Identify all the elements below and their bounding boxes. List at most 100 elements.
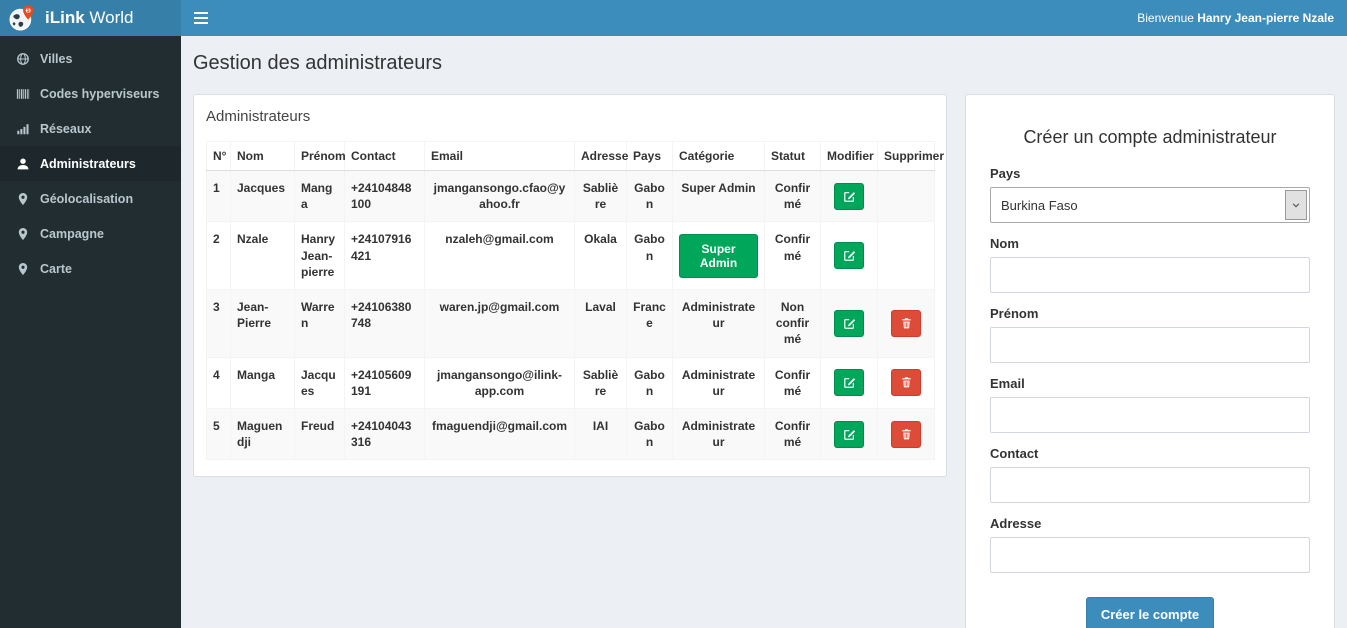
table-header-row: N° Nom Prénom Contact Email Adresse Pays Catégo… <box>206 141 944 171</box>
cell-email: jmangansongo@ilink-app.com <box>424 356 575 409</box>
prenom-label: Prénom <box>990 306 1039 321</box>
edit-button[interactable] <box>834 309 864 337</box>
sidebar-item-label: Réseaux <box>40 121 92 136</box>
column-header: Adresse <box>574 141 628 171</box>
email-field[interactable] <box>990 397 1310 433</box>
sidebar-item-label: Codes hyperviseurs <box>40 86 160 101</box>
cell-contact: +24104848100 <box>344 169 425 223</box>
cell-nom: Manga <box>230 356 295 409</box>
cell-categorie: Administrateur <box>672 288 765 358</box>
table-row: 1 Jacques Manga +24104848100 jmangansongo.cf… <box>206 169 935 223</box>
cell-supprimer <box>877 407 935 461</box>
map-marker-icon <box>15 191 30 206</box>
edit-button[interactable] <box>834 242 864 270</box>
column-header: Pays <box>626 141 673 171</box>
cell-numero: 5 <box>206 407 231 461</box>
edit-button[interactable] <box>834 369 864 397</box>
delete-button[interactable] <box>891 369 921 397</box>
cell-adresse: Sablière <box>574 356 627 409</box>
cell-pays: Gabon <box>626 169 673 223</box>
sidebar-item-carte[interactable]: Carte <box>0 251 181 286</box>
column-header: Supprimer <box>877 141 944 171</box>
edit-icon <box>843 317 856 330</box>
create-admin-form-title: Créer un compte administrateur <box>1023 127 1277 147</box>
map-marker-icon <box>15 226 30 241</box>
trash-icon <box>900 376 913 389</box>
cell-supprimer <box>877 288 935 358</box>
trash-icon <box>900 428 913 441</box>
edit-icon <box>843 249 856 262</box>
navbar: Bienvenue Hanry Jean-pierre Nzale <box>181 0 1347 36</box>
svg-text:$: $ <box>27 8 30 14</box>
cell-pays: Gabon <box>626 356 673 409</box>
column-header: Catégorie <box>672 141 765 171</box>
cell-numero: 3 <box>206 288 231 358</box>
sidebar-item-codes-hyperviseurs[interactable]: Codes hyperviseurs <box>0 76 181 111</box>
create-account-button[interactable]: Créer le compte <box>1085 597 1215 628</box>
sidebar-item-villes[interactable]: Villes <box>0 41 181 76</box>
cell-adresse: Laval <box>574 288 627 358</box>
sidebar-item-campagne[interactable]: Campagne <box>0 216 181 251</box>
sidebar-item-geolocalisation[interactable]: Géolocalisation <box>0 181 181 216</box>
sidebar-toggle-menu-icon[interactable] <box>194 12 208 24</box>
cell-pays: Gabon <box>626 407 673 461</box>
contact-field[interactable] <box>990 467 1310 503</box>
signal-icon <box>15 121 30 136</box>
trash-icon <box>900 317 913 330</box>
cell-prenom: Warren <box>294 288 345 358</box>
cell-modifier <box>820 288 878 358</box>
map-marker-icon <box>15 261 30 276</box>
pays-select[interactable]: Burkina Faso <box>990 187 1310 223</box>
cell-email: jmangansongo.cfao@yahoo.fr <box>424 169 575 223</box>
form-fields: Nom Prénom Email Contact Adresse <box>990 236 1310 573</box>
cell-categorie: Administrateur <box>672 356 765 409</box>
cell-categorie: Super Admin <box>672 169 765 223</box>
table-row: 4 Manga Jacques +24105609191 jmangansongo@il… <box>206 356 935 409</box>
cell-contact: +24106380748 <box>344 288 425 358</box>
adresse-field[interactable] <box>990 537 1310 573</box>
cell-numero: 2 <box>206 221 231 290</box>
column-header: Contact <box>344 141 425 171</box>
cell-statut: Confirmé <box>764 169 821 223</box>
super-admin-badge-button[interactable]: Super Admin <box>679 233 758 278</box>
cell-adresse: IAI <box>574 407 627 461</box>
pays-selected-value: Burkina Faso <box>1001 197 1078 213</box>
brand-title: iLink World <box>45 8 134 27</box>
edit-button[interactable] <box>834 420 864 448</box>
sidebar-item-administrateurs[interactable]: Administrateurs <box>0 146 181 181</box>
edit-button[interactable] <box>834 182 864 210</box>
user-icon <box>15 156 30 171</box>
prenom-field[interactable] <box>990 327 1310 363</box>
chevron-down-icon <box>1285 190 1307 220</box>
cell-contact: +24105609191 <box>344 356 425 409</box>
cell-statut: Non confirmé <box>764 288 821 358</box>
edit-icon <box>843 376 856 389</box>
cell-supprimer <box>877 221 935 290</box>
table-row: 3 Jean-Pierre Warren +24106380748 waren.jp@g… <box>206 288 935 358</box>
column-header: N° <box>206 141 231 171</box>
sidebar-item-label: Administrateurs <box>40 156 136 171</box>
delete-button[interactable] <box>891 420 921 448</box>
column-header: Prénom <box>294 141 346 171</box>
cell-adresse: Sablière <box>574 169 627 223</box>
sidebar: Villes Codes hyperviseurs Réseaux Administr… <box>0 36 181 628</box>
cell-pays: Gabon <box>626 221 673 290</box>
cell-prenom: Manga <box>294 169 345 223</box>
delete-button[interactable] <box>891 309 921 337</box>
sidebar-item-reseaux[interactable]: Réseaux <box>0 111 181 146</box>
cell-numero: 4 <box>206 356 231 409</box>
cell-prenom: Jacques <box>294 356 345 409</box>
welcome-message: Bienvenue Hanry Jean-pierre Nzale <box>1137 11 1334 25</box>
nom-field[interactable] <box>990 257 1310 293</box>
column-header: Nom <box>230 141 295 171</box>
sidebar-menu: Villes Codes hyperviseurs Réseaux Administr… <box>0 41 181 286</box>
pays-label: Pays <box>990 166 1021 181</box>
brand-logo-area[interactable]: $ iLink World <box>0 0 181 36</box>
administrators-panel: Administrateurs N° Nom Prénom Contact Email A… <box>193 94 947 478</box>
cell-prenom: Freud <box>294 407 345 461</box>
column-header: Statut <box>764 141 821 171</box>
edit-icon <box>843 428 856 441</box>
cell-pays: France <box>626 288 673 358</box>
table-body: 1 Jacques Manga +24104848100 jmangansongo.cf… <box>206 169 935 461</box>
cell-statut: Confirmé <box>764 221 821 290</box>
